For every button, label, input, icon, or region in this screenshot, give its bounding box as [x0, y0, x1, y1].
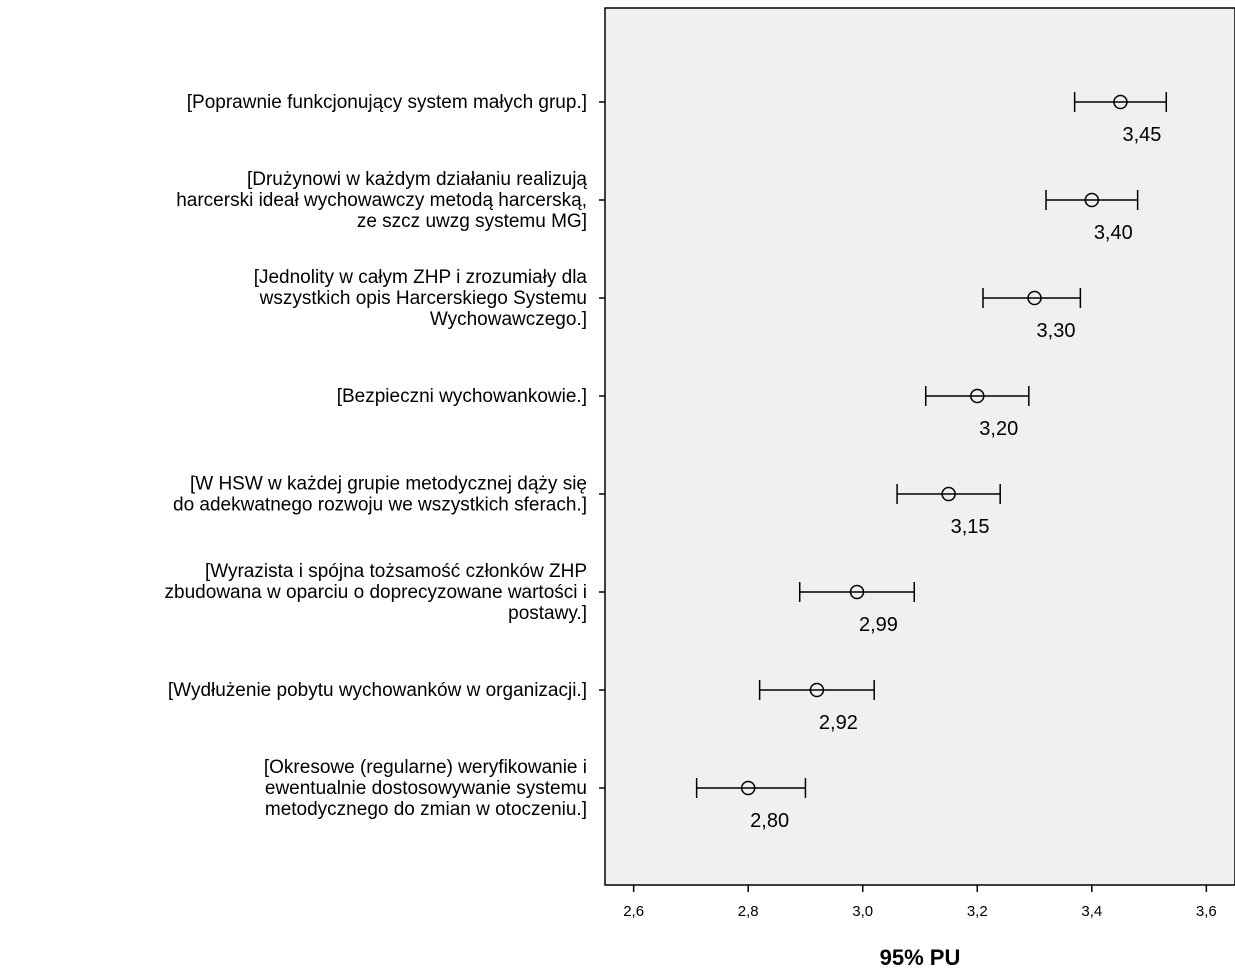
x-tick-label: 3,2 — [967, 903, 988, 920]
value-label: 3,40 — [1094, 222, 1133, 244]
x-tick-label: 3,0 — [852, 903, 873, 920]
mean-marker — [740, 780, 756, 796]
error-bar-row: [Jednolity w całym ZHP i zrozumiały dlaw… — [254, 267, 1082, 342]
category-label: [Okresowe (regularne) weryfikowanie i — [264, 757, 587, 778]
error-bar-row: [Wyrazista i spójna tożsamość członków Z… — [165, 561, 916, 636]
category-label: [Jednolity w całym ZHP i zrozumiały dla — [254, 267, 588, 288]
error-bar-row: [Wydłużenie pobytu wychowanków w organiz… — [168, 680, 875, 734]
value-label: 3,15 — [951, 516, 990, 538]
value-label: 2,80 — [750, 810, 789, 832]
category-label: ewentualnie dostosowywanie systemu — [265, 778, 587, 799]
error-bar-row: [Okresowe (regularne) weryfikowanie iewe… — [264, 757, 807, 832]
error-bar-row: [W HSW w każdej grupie metodycznej dąży … — [173, 474, 1001, 538]
error-bar-row: [Bezpieczni wychowankowie.] 3,20 — [337, 386, 1030, 440]
category-label: [W HSW w każdej grupie metodycznej dąży … — [190, 474, 587, 495]
category-label: do adekwatnego rozwoju we wszystkich sfe… — [173, 495, 587, 516]
category-label: [Wyrazista i spójna tożsamość członków Z… — [205, 561, 587, 582]
error-bar-row: [Drużynowi w każdym działaniu realizująh… — [176, 169, 1139, 244]
mean-marker — [849, 584, 865, 600]
category-label: zbudowana w oparciu o doprecyzowane wart… — [165, 582, 587, 603]
x-tick-label: 3,4 — [1081, 903, 1102, 920]
category-label: postawy.] — [508, 603, 587, 624]
mean-marker — [1113, 94, 1128, 110]
x-tick-label: 2,8 — [738, 903, 759, 920]
x-axis: 2,6 2,8 3,0 3,2 3,4 3,6 — [623, 885, 1217, 920]
category-label: Wychowawczego.] — [430, 309, 587, 330]
mean-marker — [1084, 192, 1100, 208]
mean-marker — [1027, 290, 1042, 306]
error-bar-row: [Poprawnie funkcjonujący system małych g… — [187, 92, 1168, 146]
value-label: 3,20 — [979, 418, 1018, 440]
category-label: metodycznego do zmian w otoczeniu.] — [265, 799, 587, 820]
category-label: [Bezpieczni wychowankowie.] — [337, 386, 587, 407]
mean-marker — [941, 486, 956, 502]
category-label: [Wydłużenie pobytu wychowanków w organiz… — [168, 680, 587, 701]
category-label: [Drużynowi w każdym działaniu realizują — [247, 169, 587, 190]
value-label: 2,99 — [859, 614, 898, 636]
x-axis-title: 95% PU — [880, 945, 961, 970]
x-tick-label: 3,6 — [1196, 903, 1217, 920]
category-label: wszystkich opis Harcerskiego Systemu — [259, 288, 587, 309]
mean-marker — [809, 682, 825, 698]
mean-marker — [970, 388, 985, 404]
value-label: 3,30 — [1037, 320, 1076, 342]
category-label: harcerski ideał wychowawczy metodą harce… — [176, 190, 587, 211]
value-label: 2,92 — [819, 712, 858, 734]
plot-area — [604, 7, 1235, 886]
x-tick-label: 2,6 — [623, 903, 644, 920]
value-label: 3,45 — [1122, 124, 1161, 146]
category-label: [Poprawnie funkcjonujący system małych g… — [187, 92, 587, 113]
category-label: ze szcz uwzg systemu MG] — [357, 211, 587, 232]
